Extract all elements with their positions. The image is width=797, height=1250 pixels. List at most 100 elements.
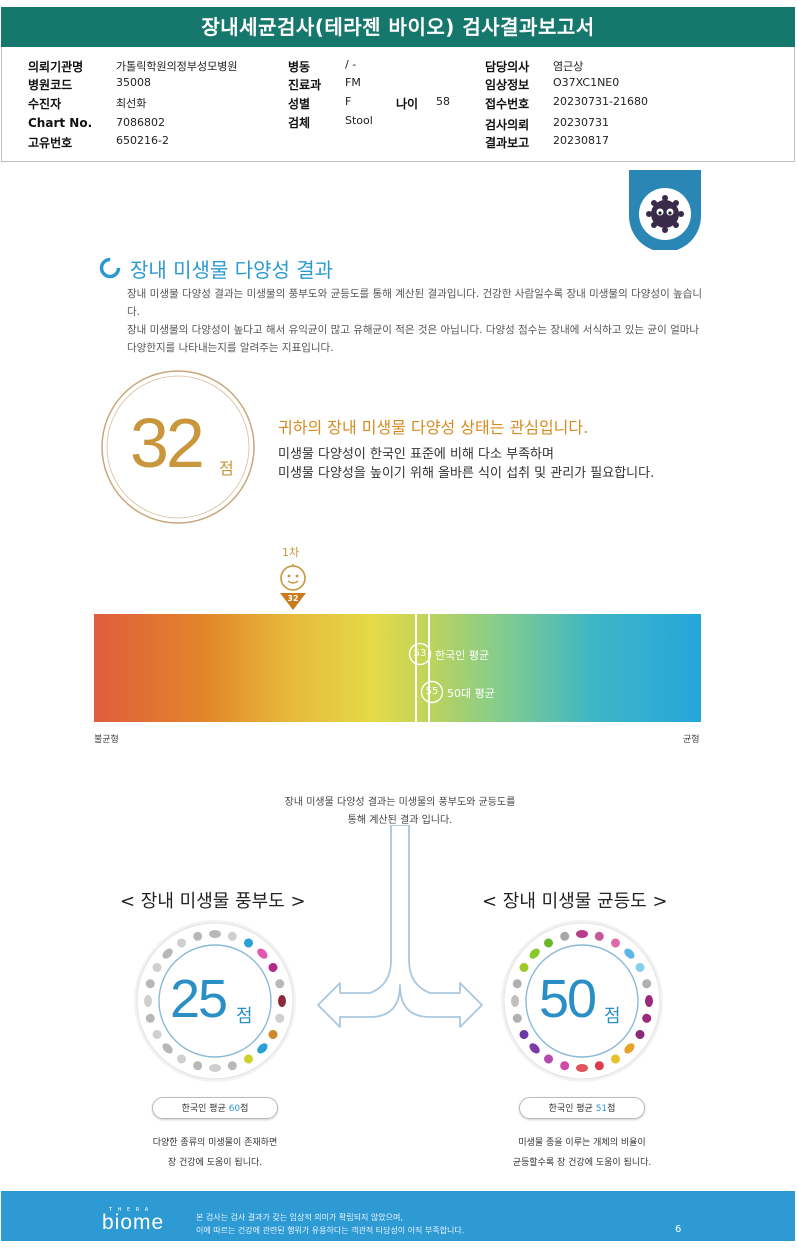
- avg-korean-label: 한국인 평균: [435, 649, 490, 662]
- microbe-icon: [560, 931, 570, 941]
- info-label: 담당의사: [485, 60, 530, 74]
- info-value: 58: [436, 95, 450, 108]
- marker-value: 32: [287, 594, 299, 603]
- info-value: FM: [345, 76, 361, 89]
- info-label: 나이: [396, 97, 419, 111]
- evenness-score: 50: [539, 969, 597, 1029]
- microbe-icon: [529, 948, 540, 959]
- info-value: 35008: [116, 76, 151, 89]
- info-value: F: [345, 95, 352, 108]
- status-line-1: 미생물 다양성이 한국인 표준에 비해 다소 부족하며: [278, 447, 554, 462]
- info-label: 검사의뢰: [485, 118, 530, 132]
- page-number: 6: [675, 1224, 682, 1235]
- microbe-icon: [152, 963, 162, 972]
- microbe-icon: [162, 948, 173, 959]
- microbe-icon: [209, 1064, 221, 1072]
- microbe-icon: [519, 963, 529, 972]
- evenness-score-unit: 점: [604, 1006, 621, 1027]
- microbe-icon: [244, 938, 253, 948]
- richness-score: 25: [170, 969, 228, 1029]
- brand-small: T H E R A: [109, 1207, 151, 1213]
- microbe-icon: [145, 979, 155, 989]
- info-value: 20230731-21680: [553, 95, 648, 108]
- richness-avg-suffix: 점: [240, 1104, 249, 1114]
- evenness-desc-line-2: 균등할수록 장 건강에 도움이 됩니다.: [512, 1158, 652, 1168]
- microbe-icon: [576, 1064, 588, 1072]
- avg-50s-value: 55: [425, 686, 439, 697]
- microbe-icon: [268, 963, 278, 972]
- ring-bullet-icon: [99, 257, 121, 279]
- diversity-score-unit: 점: [219, 459, 234, 478]
- richness-avg-value: 60: [228, 1104, 241, 1114]
- info-label: 의뢰기관명: [28, 60, 84, 74]
- microbe-icon: [624, 1043, 635, 1054]
- avg-korean-value: 53: [413, 648, 427, 659]
- richness-microbe-ring: [134, 920, 296, 1082]
- richness-avg-prefix: 한국인 평균: [181, 1104, 229, 1114]
- report-title: 장내세균검사(테라젠 바이오) 검사결과보고서: [1, 7, 795, 47]
- info-label: 진료과: [288, 78, 322, 92]
- microbe-icon: [209, 930, 221, 938]
- evenness-description: 미생물 종을 이루는 개체의 비율이 균등할수록 장 건강에 도움이 됩니다.: [482, 1133, 682, 1173]
- section-description-2: 장내 미생물의 다양성이 높다고 해서 유익균이 많고 유해균이 적은 것은 아…: [127, 324, 700, 354]
- evenness-average-pill: 한국인 평균 51점: [519, 1097, 645, 1119]
- microbe-icon: [624, 948, 635, 959]
- info-label: 성별: [288, 97, 311, 111]
- marker-face-icon: [280, 563, 306, 610]
- microbe-icon: [193, 931, 203, 941]
- richness-score-unit: 점: [236, 1006, 253, 1027]
- avg-line-50s: [428, 614, 430, 722]
- richness-description: 다양한 종류의 미생물이 존재하면 장 건강에 도움이 됩니다.: [115, 1133, 315, 1173]
- patient-info-frame: [1, 47, 795, 162]
- info-label: Chart No.: [28, 116, 93, 130]
- footer: [1, 1191, 795, 1241]
- info-label: 병원코드: [28, 78, 73, 92]
- info-label: 검체: [288, 116, 311, 130]
- info-value: 7086802: [116, 116, 165, 129]
- split-arrow-icon: [317, 825, 483, 1028]
- evenness-microbe-ring: [501, 920, 663, 1082]
- microbe-icon: [611, 1054, 620, 1064]
- info-label: 접수번호: [485, 97, 530, 111]
- microbe-icon: [257, 948, 268, 959]
- microbe-icon: [144, 995, 152, 1007]
- info-value: O37XC1NE0: [553, 76, 620, 89]
- info-value: 가톨릭학원의정부성모병원: [116, 60, 238, 73]
- info-value: Stool: [345, 114, 373, 127]
- evenness-title: < 장내 미생물 균등도 >: [482, 891, 668, 912]
- microbe-icon: [642, 1013, 652, 1023]
- score-circle: [101, 370, 255, 524]
- bar-left-label: 불균형: [94, 735, 119, 745]
- microbe-icon: [193, 1061, 203, 1071]
- microbe-icon: [145, 1013, 155, 1023]
- status-line-2: 미생물 다양성을 높이기 위해 올바른 식이 섭취 및 관리가 필요합니다.: [278, 466, 655, 481]
- avg-50s-badge: [420, 680, 444, 704]
- microbe-icon: [635, 963, 645, 972]
- microbe-icon: [544, 938, 553, 948]
- microbe-icon: [177, 938, 186, 948]
- microbe-icon: [162, 1043, 173, 1054]
- info-label: 병동: [288, 60, 311, 74]
- status-title: 귀하의 장내 미생물 다양성 상태는 관심입니다.: [278, 418, 589, 437]
- microbe-icon: [645, 995, 653, 1007]
- microbe-icon: [511, 995, 519, 1007]
- microbe-icon: [275, 1013, 285, 1023]
- info-value: / -: [345, 58, 357, 71]
- microbe-icon: [529, 1043, 540, 1054]
- marker-label: 1차: [282, 546, 300, 559]
- microbe-icon: [560, 1061, 570, 1071]
- brand-logo: biome: [102, 1211, 165, 1234]
- section-title: 장내 미생물 다양성 결과: [130, 258, 334, 282]
- microbe-icon: [257, 1043, 268, 1054]
- info-value: 염근상: [553, 60, 584, 73]
- richness-desc-line-1: 다양한 종류의 미생물이 존재하면: [152, 1138, 278, 1148]
- microbe-icon: [227, 931, 237, 941]
- section-description-1: 장내 미생물 다양성 결과는 미생물의 풍부도와 균등도를 통해 계산된 결과입…: [127, 288, 703, 318]
- diversity-score: 32: [130, 404, 205, 482]
- info-value: 20230731: [553, 116, 609, 129]
- microbe-icon: [642, 979, 652, 989]
- microbe-icon: [512, 979, 522, 989]
- avg-50s-label: 50대 평균: [447, 687, 495, 700]
- info-label: 고유번호: [28, 136, 73, 150]
- info-value: 20230817: [553, 134, 609, 147]
